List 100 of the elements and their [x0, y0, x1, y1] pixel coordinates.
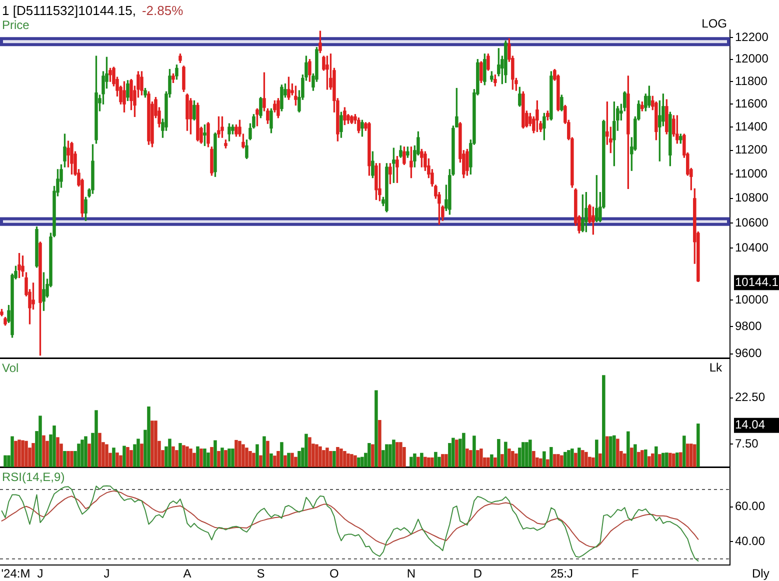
bar [452, 438, 455, 467]
bar [280, 442, 284, 467]
bar [38, 416, 42, 467]
bar [189, 448, 192, 467]
bar [420, 452, 424, 467]
chart-subtitle: -2.85% [142, 3, 184, 18]
bar [525, 442, 528, 467]
bar [206, 452, 210, 467]
bar [413, 453, 416, 467]
bar [119, 455, 122, 467]
bar [21, 440, 24, 467]
bar [315, 444, 318, 467]
bar [564, 452, 567, 467]
bar [528, 440, 532, 467]
bar [686, 444, 690, 467]
chart-title: 1 [D5111532]10144.15, [2, 3, 136, 18]
bar [259, 455, 262, 467]
bar [466, 448, 469, 467]
bar [476, 450, 480, 467]
bar [200, 448, 203, 467]
bar [396, 442, 399, 467]
bar [80, 440, 84, 467]
bar [217, 451, 220, 467]
bar [63, 451, 66, 467]
bar [626, 431, 630, 467]
bar [234, 440, 238, 467]
bar [140, 444, 144, 467]
bar [658, 454, 662, 467]
bar [668, 452, 672, 467]
bar [504, 442, 508, 467]
bar [224, 450, 228, 467]
bar [326, 448, 329, 467]
y-tick-label: 9600 [735, 346, 762, 360]
bar [532, 451, 536, 467]
bar [556, 454, 560, 467]
bar [672, 453, 676, 467]
y-axis-title: Vol [2, 361, 19, 375]
x-tick-label: J [104, 566, 110, 581]
bar [332, 451, 336, 467]
bar [584, 452, 588, 467]
bar [676, 452, 679, 467]
bar [284, 455, 287, 467]
bar [168, 438, 172, 467]
bar [231, 448, 234, 467]
x-tick-label: '24:M [1, 566, 30, 581]
bar [602, 375, 606, 467]
bar [560, 455, 564, 467]
bar [298, 451, 301, 467]
bar [210, 447, 214, 467]
bar [640, 450, 644, 467]
bar [4, 455, 7, 467]
bar [98, 432, 102, 467]
bar [522, 442, 525, 467]
y-tick-label: 10600 [735, 215, 769, 230]
y-tick-label: 12200 [735, 30, 769, 44]
chart-title: RSI(14,E,9) [2, 470, 65, 484]
bar [276, 451, 280, 467]
bar [623, 453, 626, 467]
bar [682, 436, 686, 467]
bar [196, 446, 200, 467]
bar [399, 442, 402, 467]
y-tick-label: 11000 [735, 166, 768, 181]
text: LOG [702, 16, 727, 30]
bar [542, 451, 546, 467]
bar [392, 440, 396, 467]
bar [368, 443, 371, 467]
bar [592, 457, 595, 467]
bar [616, 438, 620, 467]
bar [350, 454, 354, 467]
bar [122, 446, 126, 467]
y-tick-label: 40.00 [735, 534, 766, 548]
bar [378, 420, 382, 467]
bar [112, 448, 116, 467]
bar [70, 451, 74, 467]
bar [18, 440, 21, 467]
x-tick-label: F [631, 566, 639, 581]
bar [427, 457, 430, 467]
bar [630, 448, 634, 467]
y-tick-label: 10000 [735, 292, 769, 306]
bar [329, 451, 332, 467]
x-tick-label: N [406, 566, 416, 581]
bar [175, 450, 178, 467]
bar [634, 444, 637, 467]
y-tick-label: 11200 [735, 142, 768, 157]
bar [287, 452, 290, 467]
bar [612, 435, 616, 467]
bar [644, 449, 648, 467]
bar [346, 453, 350, 467]
bar [480, 448, 483, 467]
x-tick-label: S [256, 566, 265, 581]
bar [497, 439, 500, 467]
bar [66, 451, 70, 467]
bar [10, 436, 14, 467]
y-tick-label: 11400 [735, 119, 768, 134]
bar [654, 446, 658, 467]
bar [192, 452, 196, 467]
bar [539, 458, 542, 467]
bar [262, 436, 266, 467]
bar [203, 448, 206, 467]
x-tick-label: D [473, 566, 482, 581]
